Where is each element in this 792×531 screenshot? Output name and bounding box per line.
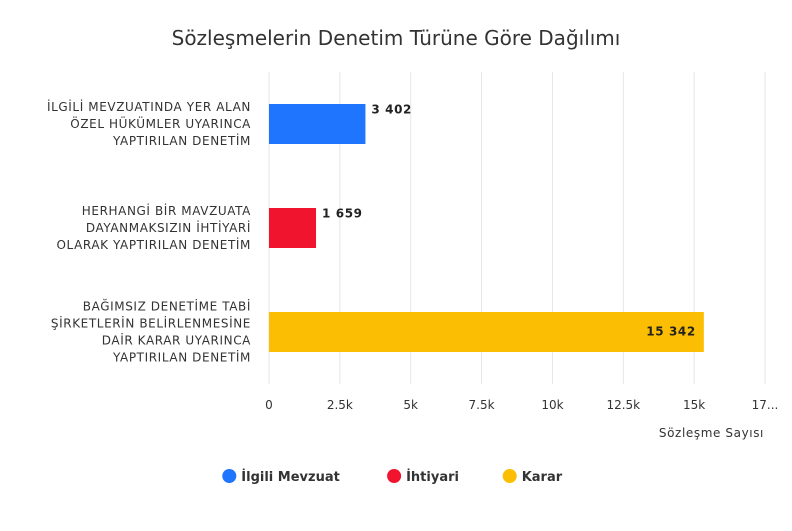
data-label: 3 402 bbox=[371, 103, 412, 117]
bar[interactable] bbox=[269, 312, 704, 352]
chart-title: Sözleşmelerin Denetim Türüne Göre Dağılı… bbox=[172, 26, 621, 50]
x-tick-label: 10k bbox=[541, 398, 563, 412]
legend-marker bbox=[222, 469, 237, 483]
legend[interactable]: İlgili Mevzuat İhtiyari Karar bbox=[222, 469, 563, 485]
legend-item[interactable]: İhtiyari bbox=[387, 469, 459, 485]
legend-item[interactable]: İlgili Mevzuat bbox=[222, 469, 340, 485]
category-labels: İLGİLİ MEVZUATINDA YER ALAN ÖZEL HÜKÜMLER… bbox=[47, 99, 251, 365]
bar[interactable] bbox=[269, 104, 366, 144]
x-tick-label: 0 bbox=[265, 398, 273, 412]
data-label: 15 342 bbox=[646, 325, 696, 339]
x-tick-label: 17... bbox=[752, 398, 779, 412]
x-tick-label: 12.5k bbox=[606, 398, 640, 412]
data-label: 1 659 bbox=[322, 207, 363, 221]
legend-marker bbox=[387, 469, 402, 483]
category-label: BAĞIMSIZ DENETİME TABİ ŞİRKETLERİN BELİRL… bbox=[51, 299, 251, 365]
x-tick-label: 7.5k bbox=[469, 398, 495, 412]
legend-marker bbox=[502, 469, 517, 483]
x-tick-label: 5k bbox=[403, 398, 418, 412]
category-label: HERHANGİ BİR MAVZUATA DAYANMAKSIZIN İHTİY… bbox=[56, 203, 251, 252]
x-axis-title: Sözleşme Sayısı bbox=[659, 426, 764, 440]
legend-label: İhtiyari bbox=[406, 469, 459, 485]
legend-label: İlgili Mevzuat bbox=[241, 469, 340, 485]
bars: 3 402 1 659 15 342 bbox=[269, 103, 704, 352]
category-label: İLGİLİ MEVZUATINDA YER ALAN ÖZEL HÜKÜMLER… bbox=[47, 99, 251, 148]
x-tick-label: 2.5k bbox=[327, 398, 353, 412]
x-tick-label: 15k bbox=[683, 398, 705, 412]
x-tick-labels: 0 2.5k 5k 7.5k 10k 12.5k 15k 17... bbox=[265, 398, 778, 412]
bar[interactable] bbox=[269, 208, 317, 248]
legend-label: Karar bbox=[522, 470, 563, 485]
legend-item[interactable]: Karar bbox=[502, 469, 563, 485]
